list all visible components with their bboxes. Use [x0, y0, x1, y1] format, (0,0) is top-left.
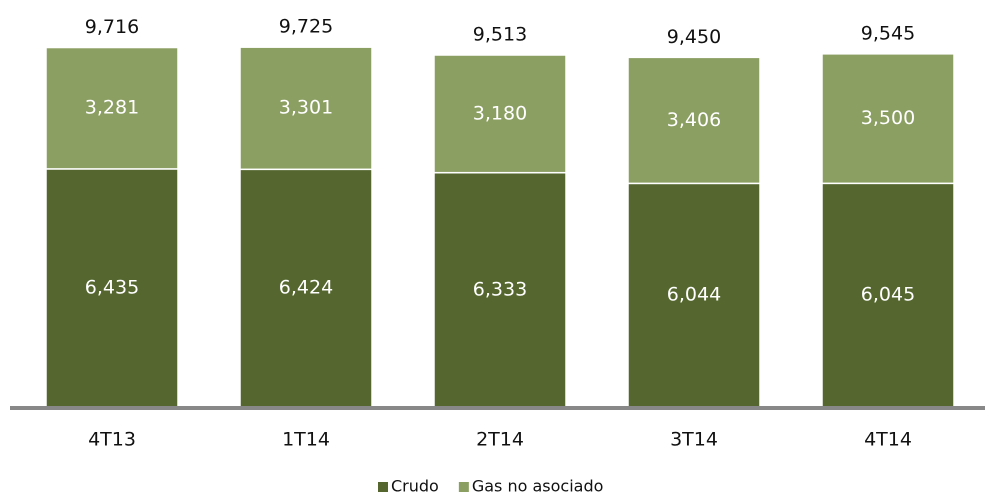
bar-segment — [433, 54, 567, 174]
value-label: 6,045 — [861, 284, 915, 306]
value-label: 3,301 — [279, 97, 333, 119]
value-label: 6,333 — [473, 278, 527, 300]
x-tick-label: 1T14 — [282, 429, 330, 451]
bar-segment — [45, 168, 179, 408]
bar-segment — [821, 53, 955, 185]
legend-label: Crudo — [391, 477, 439, 496]
x-tick-label: 4T13 — [88, 429, 136, 451]
x-tick-label: 2T14 — [476, 429, 524, 451]
x-tick-label: 3T14 — [670, 429, 718, 451]
bar-segment — [627, 56, 761, 185]
total-label: 9,725 — [279, 16, 333, 38]
value-label: 3,180 — [473, 102, 527, 124]
bar-segment — [239, 46, 373, 171]
legend-swatch — [458, 482, 469, 492]
value-label: 6,424 — [279, 277, 333, 299]
total-label: 9,513 — [473, 24, 527, 46]
total-label: 9,716 — [85, 16, 139, 38]
legend-swatch — [378, 482, 388, 492]
value-label: 3,406 — [667, 109, 721, 131]
bar-segment — [433, 171, 567, 408]
value-label: 6,044 — [667, 284, 721, 306]
total-label: 9,450 — [667, 26, 721, 48]
value-label: 3,281 — [85, 97, 139, 119]
bar-segment — [45, 46, 179, 170]
legend-label: Gas no asociado — [472, 477, 604, 496]
x-tick-label: 4T14 — [864, 429, 912, 451]
total-label: 9,545 — [861, 22, 915, 44]
value-label: 3,500 — [861, 107, 915, 129]
value-label: 6,435 — [85, 276, 139, 298]
